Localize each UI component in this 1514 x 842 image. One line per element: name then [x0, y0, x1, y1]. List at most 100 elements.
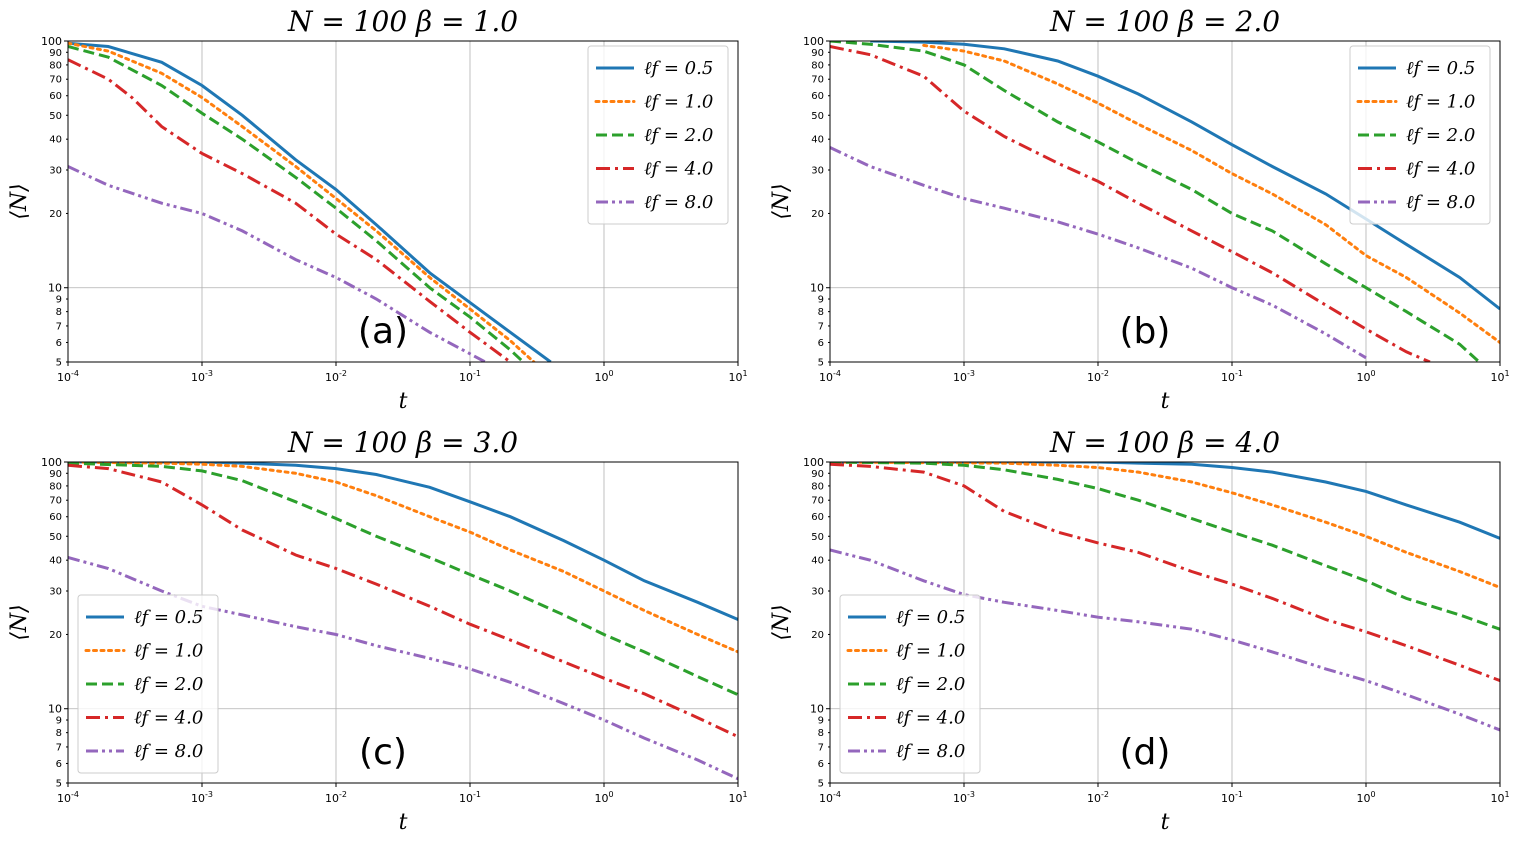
- series-line-4: [830, 45, 1431, 362]
- series-line-3: [68, 462, 738, 697]
- y-minor-tick-label: 9: [56, 716, 62, 727]
- series-line-5: [830, 548, 1500, 732]
- legend-entry-label: ℓf = 1.0: [134, 641, 203, 662]
- y-tick-label: 100: [803, 35, 824, 48]
- x-tick-label: 101: [1490, 790, 1509, 805]
- legend-entry-label: ℓf = 1.0: [1406, 92, 1475, 113]
- series-line-3: [68, 45, 525, 362]
- legend-entry-label: ℓf = 2.0: [896, 674, 965, 695]
- y-minor-tick-label: 80: [811, 481, 824, 492]
- series-line-2: [68, 41, 536, 362]
- x-tick-label: 10-2: [325, 369, 347, 384]
- y-minor-tick-label: 70: [49, 75, 62, 86]
- series-line-1: [68, 462, 738, 621]
- chart-panel-2: 10-4 10-3 10-2 10-1 100 101 10 100 5 6 7 89 20 30 40 50…: [769, 5, 1510, 414]
- chart-panel-4: 10-4 10-3 10-2 10-1 100 101 10 100 5 6 7 89 20 30 40 50…: [769, 426, 1510, 835]
- y-minor-tick-label: 9: [818, 295, 824, 306]
- y-minor-tick-label: 20: [811, 209, 824, 220]
- y-minor-tick-label: 9: [818, 716, 824, 727]
- y-minor-tick-label: 40: [49, 135, 62, 146]
- y-minor-tick-label: 50: [811, 111, 824, 122]
- legend: ℓf = 0.5 ℓf = 1.0 ℓf = 2.0 ℓf = 4.0 ℓf = 8.0: [77, 594, 219, 774]
- legend-entry-label: ℓf = 0.5: [644, 58, 713, 79]
- legend-entry-label: ℓf = 8.0: [644, 192, 713, 213]
- y-minor-tick-label: 80: [811, 60, 824, 71]
- axis-frame: [67, 461, 739, 784]
- y-minor-tick-label: 5: [818, 779, 824, 790]
- y-minor-tick-label: 90: [49, 48, 62, 59]
- legend-entry-label: ℓf = 2.0: [644, 125, 713, 146]
- series-line-2: [830, 462, 1500, 589]
- y-tick-label: 10: [48, 703, 62, 716]
- y-minor-tick-label: 80: [49, 60, 62, 71]
- y-minor-tick-label: 5: [56, 779, 62, 790]
- series-line-4: [830, 462, 1500, 683]
- series-line-2: [922, 43, 1500, 344]
- chart-title: N = 100 β = 4.0: [1049, 426, 1280, 459]
- series-line-2: [68, 462, 738, 654]
- x-tick-label: 10-4: [819, 790, 841, 805]
- x-tick-label: 10-4: [819, 369, 841, 384]
- y-minor-tick-label: 20: [49, 630, 62, 641]
- y-minor-tick-label: 50: [811, 532, 824, 543]
- y-minor-tick-label: 80: [49, 481, 62, 492]
- legend-box: [839, 594, 981, 774]
- x-axis-label: t: [1161, 810, 1170, 835]
- panel-label: (c): [359, 732, 407, 773]
- legend-entry-label: ℓf = 0.5: [896, 607, 965, 628]
- y-tick-label: 100: [41, 35, 62, 48]
- series-line-5: [68, 165, 487, 362]
- x-tick-label: 10-3: [191, 369, 213, 384]
- y-axis-label: ⟨N⟩: [7, 183, 32, 219]
- y-tick-label: 100: [41, 456, 62, 469]
- y-minor-tick-label: 30: [811, 166, 824, 177]
- y-minor-tick-label: 9: [56, 295, 62, 306]
- legend-box: [1349, 45, 1491, 225]
- x-tick-label: 10-1: [459, 369, 481, 384]
- y-minor-tick-label: 7: [56, 742, 62, 753]
- series-line-1: [870, 41, 1500, 311]
- y-minor-tick-label: 7: [818, 742, 824, 753]
- legend-entry-label: ℓf = 1.0: [644, 92, 713, 113]
- chart-title: N = 100 β = 1.0: [287, 5, 518, 38]
- x-tick-label: 10-1: [459, 790, 481, 805]
- legend-entry-label: ℓf = 8.0: [1406, 192, 1475, 213]
- x-tick-label: 101: [728, 790, 747, 805]
- series-line-4: [68, 463, 738, 739]
- panel-label: (d): [1120, 732, 1171, 773]
- y-minor-tick-label: 8: [56, 728, 62, 739]
- series-line-1: [830, 462, 1500, 540]
- y-minor-tick-label: 8: [56, 307, 62, 318]
- legend-entry-label: ℓf = 1.0: [896, 641, 965, 662]
- y-minor-tick-label: 90: [811, 48, 824, 59]
- y-minor-tick-label: 8: [818, 307, 824, 318]
- y-minor-tick-label: 50: [49, 111, 62, 122]
- y-minor-tick-label: 6: [818, 759, 824, 770]
- x-tick-label: 10-1: [1221, 790, 1243, 805]
- y-minor-tick-label: 7: [56, 321, 62, 332]
- panel-label: (b): [1120, 311, 1171, 352]
- legend: ℓf = 0.5 ℓf = 1.0 ℓf = 2.0 ℓf = 4.0 ℓf = 8.0: [1349, 45, 1491, 225]
- series-group: [68, 41, 552, 362]
- x-tick-label: 10-3: [953, 790, 975, 805]
- x-axis-label: t: [399, 389, 408, 414]
- y-axis-label: ⟨N⟩: [7, 604, 32, 640]
- legend-entry-label: ℓf = 4.0: [644, 159, 713, 180]
- chart-title: N = 100 β = 3.0: [287, 426, 518, 459]
- x-tick-label: 10-2: [1087, 790, 1109, 805]
- y-minor-tick-label: 8: [818, 728, 824, 739]
- y-minor-tick-label: 20: [49, 209, 62, 220]
- x-tick-label: 100: [1356, 790, 1375, 805]
- x-tick-label: 10-3: [191, 790, 213, 805]
- legend-entry-label: ℓf = 8.0: [896, 741, 965, 762]
- panel-label: (a): [358, 311, 408, 352]
- x-axis-label: t: [399, 810, 408, 835]
- y-minor-tick-label: 70: [49, 496, 62, 507]
- y-minor-tick-label: 50: [49, 532, 62, 543]
- legend-entry-label: ℓf = 0.5: [1406, 58, 1475, 79]
- x-axis-label: t: [1161, 389, 1170, 414]
- x-tick-label: 10-3: [953, 369, 975, 384]
- legend-entry-label: ℓf = 2.0: [1406, 125, 1475, 146]
- x-tick-label: 101: [1490, 369, 1509, 384]
- series-line-3: [830, 41, 1481, 362]
